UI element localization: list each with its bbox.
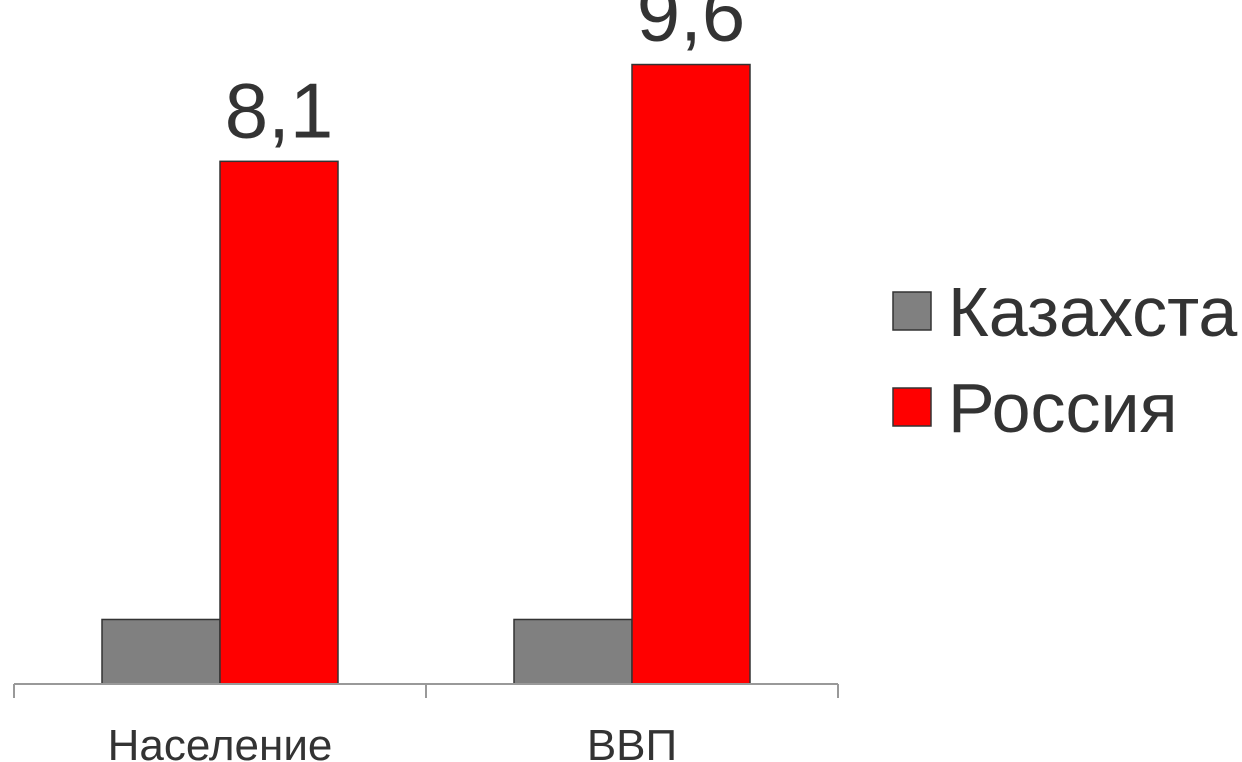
legend-label: Казахстан (948, 273, 1242, 351)
x-axis (13, 683, 839, 698)
legend: Казахстан Россия (892, 273, 1242, 447)
x-tick-label: ВВП (587, 721, 677, 762)
data-labels: 8,1 9,6 (225, 0, 745, 154)
bars-layer (101, 63, 751, 685)
x-tick-labels: Население ВВП (108, 721, 678, 762)
legend-label: Россия (948, 369, 1178, 447)
legend-swatch (892, 291, 932, 331)
bar-kazakhstan-1 (513, 618, 633, 685)
data-label: 9,6 (637, 0, 745, 58)
x-tick-label: Население (108, 721, 333, 762)
bar-kazakhstan-0 (101, 618, 221, 685)
legend-swatch (892, 387, 932, 427)
bar-russia-1 (631, 63, 751, 685)
bar-russia-0 (219, 160, 339, 685)
data-label: 8,1 (225, 66, 333, 154)
